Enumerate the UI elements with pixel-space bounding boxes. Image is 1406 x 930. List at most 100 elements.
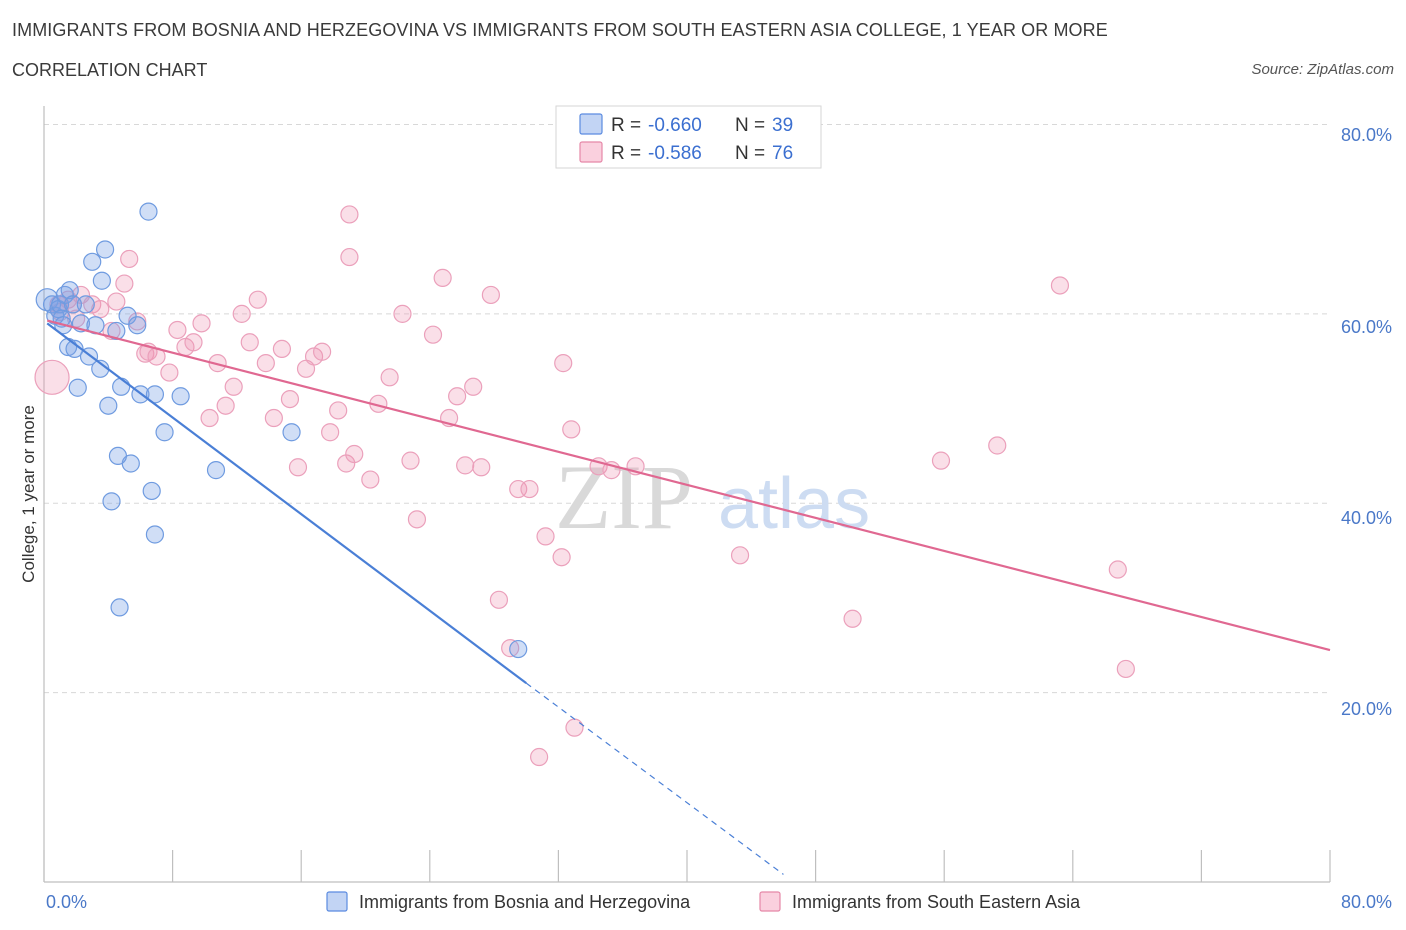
data-point-south-eastern-asia: [472, 458, 491, 477]
data-point-south-eastern-asia: [248, 290, 267, 309]
data-point-south-eastern-asia: [1050, 276, 1070, 295]
data-point-south-eastern-asia: [536, 527, 555, 546]
legend-label-south-eastern-asia: Immigrants from South Eastern Asia: [792, 892, 1081, 912]
data-point-south-eastern-asia: [393, 304, 412, 323]
data-point-south-eastern-asia: [481, 285, 500, 305]
data-point-south-eastern-asia: [448, 387, 467, 406]
y-tick-label: 40.0%: [1341, 508, 1392, 528]
legend-n-value: 76: [772, 143, 793, 164]
legend-r-value: -0.660: [648, 115, 702, 136]
series-bosnia-herzegovina: [35, 202, 528, 659]
correlation-legend: R = -0.660 N = 39 R = -0.586 N = 76: [555, 105, 822, 169]
source-credit: Source: ZipAtlas.com: [1251, 61, 1394, 78]
legend-swatch-blue: [579, 113, 603, 135]
y-tick-label: 80.0%: [1341, 125, 1392, 145]
data-point-south-eastern-asia: [312, 342, 332, 361]
data-point-south-eastern-asia: [552, 548, 571, 567]
chart-title: IMMIGRANTS FROM BOSNIA AND HERZEGOVINA V…: [12, 20, 1108, 40]
data-point-south-eastern-asia: [264, 408, 283, 428]
data-point-bosnia-herzegovina: [92, 271, 111, 290]
trend-line-south-eastern-asia: [46, 319, 1331, 652]
data-point-south-eastern-asia: [401, 451, 420, 470]
data-point-south-eastern-asia: [554, 354, 573, 373]
data-point-bosnia-herzegovina: [107, 321, 126, 341]
data-point-south-eastern-asia: [256, 354, 275, 373]
x-tick-label-max: 80.0%: [1341, 892, 1392, 912]
data-point-south-eastern-asia: [272, 339, 292, 359]
data-point-bosnia-herzegovina: [83, 252, 102, 271]
trend-line-extension-bosnia-herzegovina: [525, 682, 784, 875]
legend-swatch-pink: [579, 141, 603, 163]
data-point-bosnia-herzegovina: [155, 423, 174, 442]
data-point-bosnia-herzegovina: [102, 492, 121, 511]
data-point-bosnia-herzegovina: [76, 295, 95, 314]
x-axis-ticks: [43, 850, 1331, 882]
data-point-south-eastern-asia: [423, 325, 443, 344]
data-point-south-eastern-asia: [380, 368, 399, 387]
data-point-bosnia-herzegovina: [110, 598, 129, 617]
data-point-south-eastern-asia: [562, 420, 581, 439]
legend-n-label: N =: [735, 143, 765, 164]
data-point-bosnia-herzegovina: [142, 481, 161, 501]
legend-n-value: 39: [772, 115, 793, 136]
y-tick-label: 60.0%: [1341, 317, 1392, 337]
y-tick-label: 20.0%: [1341, 699, 1392, 719]
data-point-bosnia-herzegovina: [63, 295, 83, 314]
data-point-south-eastern-asia: [730, 546, 750, 565]
trend-line-bosnia-herzegovina: [46, 322, 527, 685]
data-point-bosnia-herzegovina: [118, 306, 137, 325]
data-point-bosnia-herzegovina: [128, 316, 147, 335]
data-point-south-eastern-asia: [340, 247, 359, 267]
chart-subtitle: CORRELATION CHART: [12, 60, 208, 80]
data-point-bosnia-herzegovina: [95, 240, 115, 259]
legend-n-label: N =: [735, 115, 765, 136]
data-point-south-eastern-asia: [565, 718, 584, 737]
data-point-south-eastern-asia: [1116, 659, 1135, 679]
data-point-south-eastern-asia: [329, 401, 348, 420]
y-tick-labels: 80.0% 60.0% 40.0% 20.0%: [1341, 125, 1392, 719]
watermark: ZIP atlas: [555, 446, 870, 548]
x-tick-label-min: 0.0%: [46, 892, 87, 912]
data-point-south-eastern-asia: [520, 479, 539, 499]
legend-label-bosnia: Immigrants from Bosnia and Herzegovina: [359, 892, 691, 912]
data-point-south-eastern-asia: [988, 436, 1007, 455]
data-point-bosnia-herzegovina: [60, 281, 79, 300]
data-point-south-eastern-asia: [232, 304, 251, 323]
data-point-south-eastern-asia: [407, 510, 427, 529]
data-point-south-eastern-asia: [280, 389, 300, 409]
data-point-bosnia-herzegovina: [171, 387, 190, 406]
data-point-south-eastern-asia: [340, 205, 359, 224]
data-point-south-eastern-asia: [321, 423, 340, 442]
data-point-south-eastern-asia: [288, 458, 308, 477]
data-point-south-eastern-asia: [1108, 560, 1127, 579]
legend-r-label: R =: [611, 115, 641, 136]
data-point-south-eastern-asia: [433, 268, 452, 287]
y-axis-label: College, 1 year or more: [19, 405, 38, 583]
data-point-bosnia-herzegovina: [139, 202, 158, 221]
data-point-south-eastern-asia: [361, 470, 380, 489]
data-point-south-eastern-asia: [216, 396, 235, 415]
gridlines: [44, 124, 1330, 694]
data-point-south-eastern-asia: [200, 408, 219, 428]
series-legend: Immigrants from Bosnia and Herzegovina I…: [326, 891, 1081, 912]
data-point-south-eastern-asia: [345, 444, 364, 464]
data-point-south-eastern-asia: [843, 609, 862, 628]
trend-lines: [46, 319, 1331, 875]
data-point-south-eastern-asia: [184, 333, 203, 352]
legend-swatch-south-eastern-asia: [759, 891, 781, 912]
data-point-bosnia-herzegovina: [112, 377, 131, 396]
data-point-bosnia-herzegovina: [206, 461, 226, 480]
data-point-south-eastern-asia: [120, 249, 139, 269]
legend-r-label: R =: [611, 143, 641, 164]
data-point-south-eastern-asia: [115, 274, 134, 293]
data-point-south-eastern-asia: [931, 451, 951, 470]
legend-swatch-bosnia: [326, 891, 348, 912]
data-point-bosnia-herzegovina: [145, 525, 165, 544]
data-point-bosnia-herzegovina: [145, 385, 165, 404]
data-point-south-eastern-asia: [530, 747, 549, 767]
watermark-atlas: atlas: [718, 464, 870, 544]
data-point-bosnia-herzegovina: [99, 396, 118, 415]
data-point-south-eastern-asia: [464, 377, 483, 396]
data-point-south-eastern-asia: [34, 359, 70, 395]
